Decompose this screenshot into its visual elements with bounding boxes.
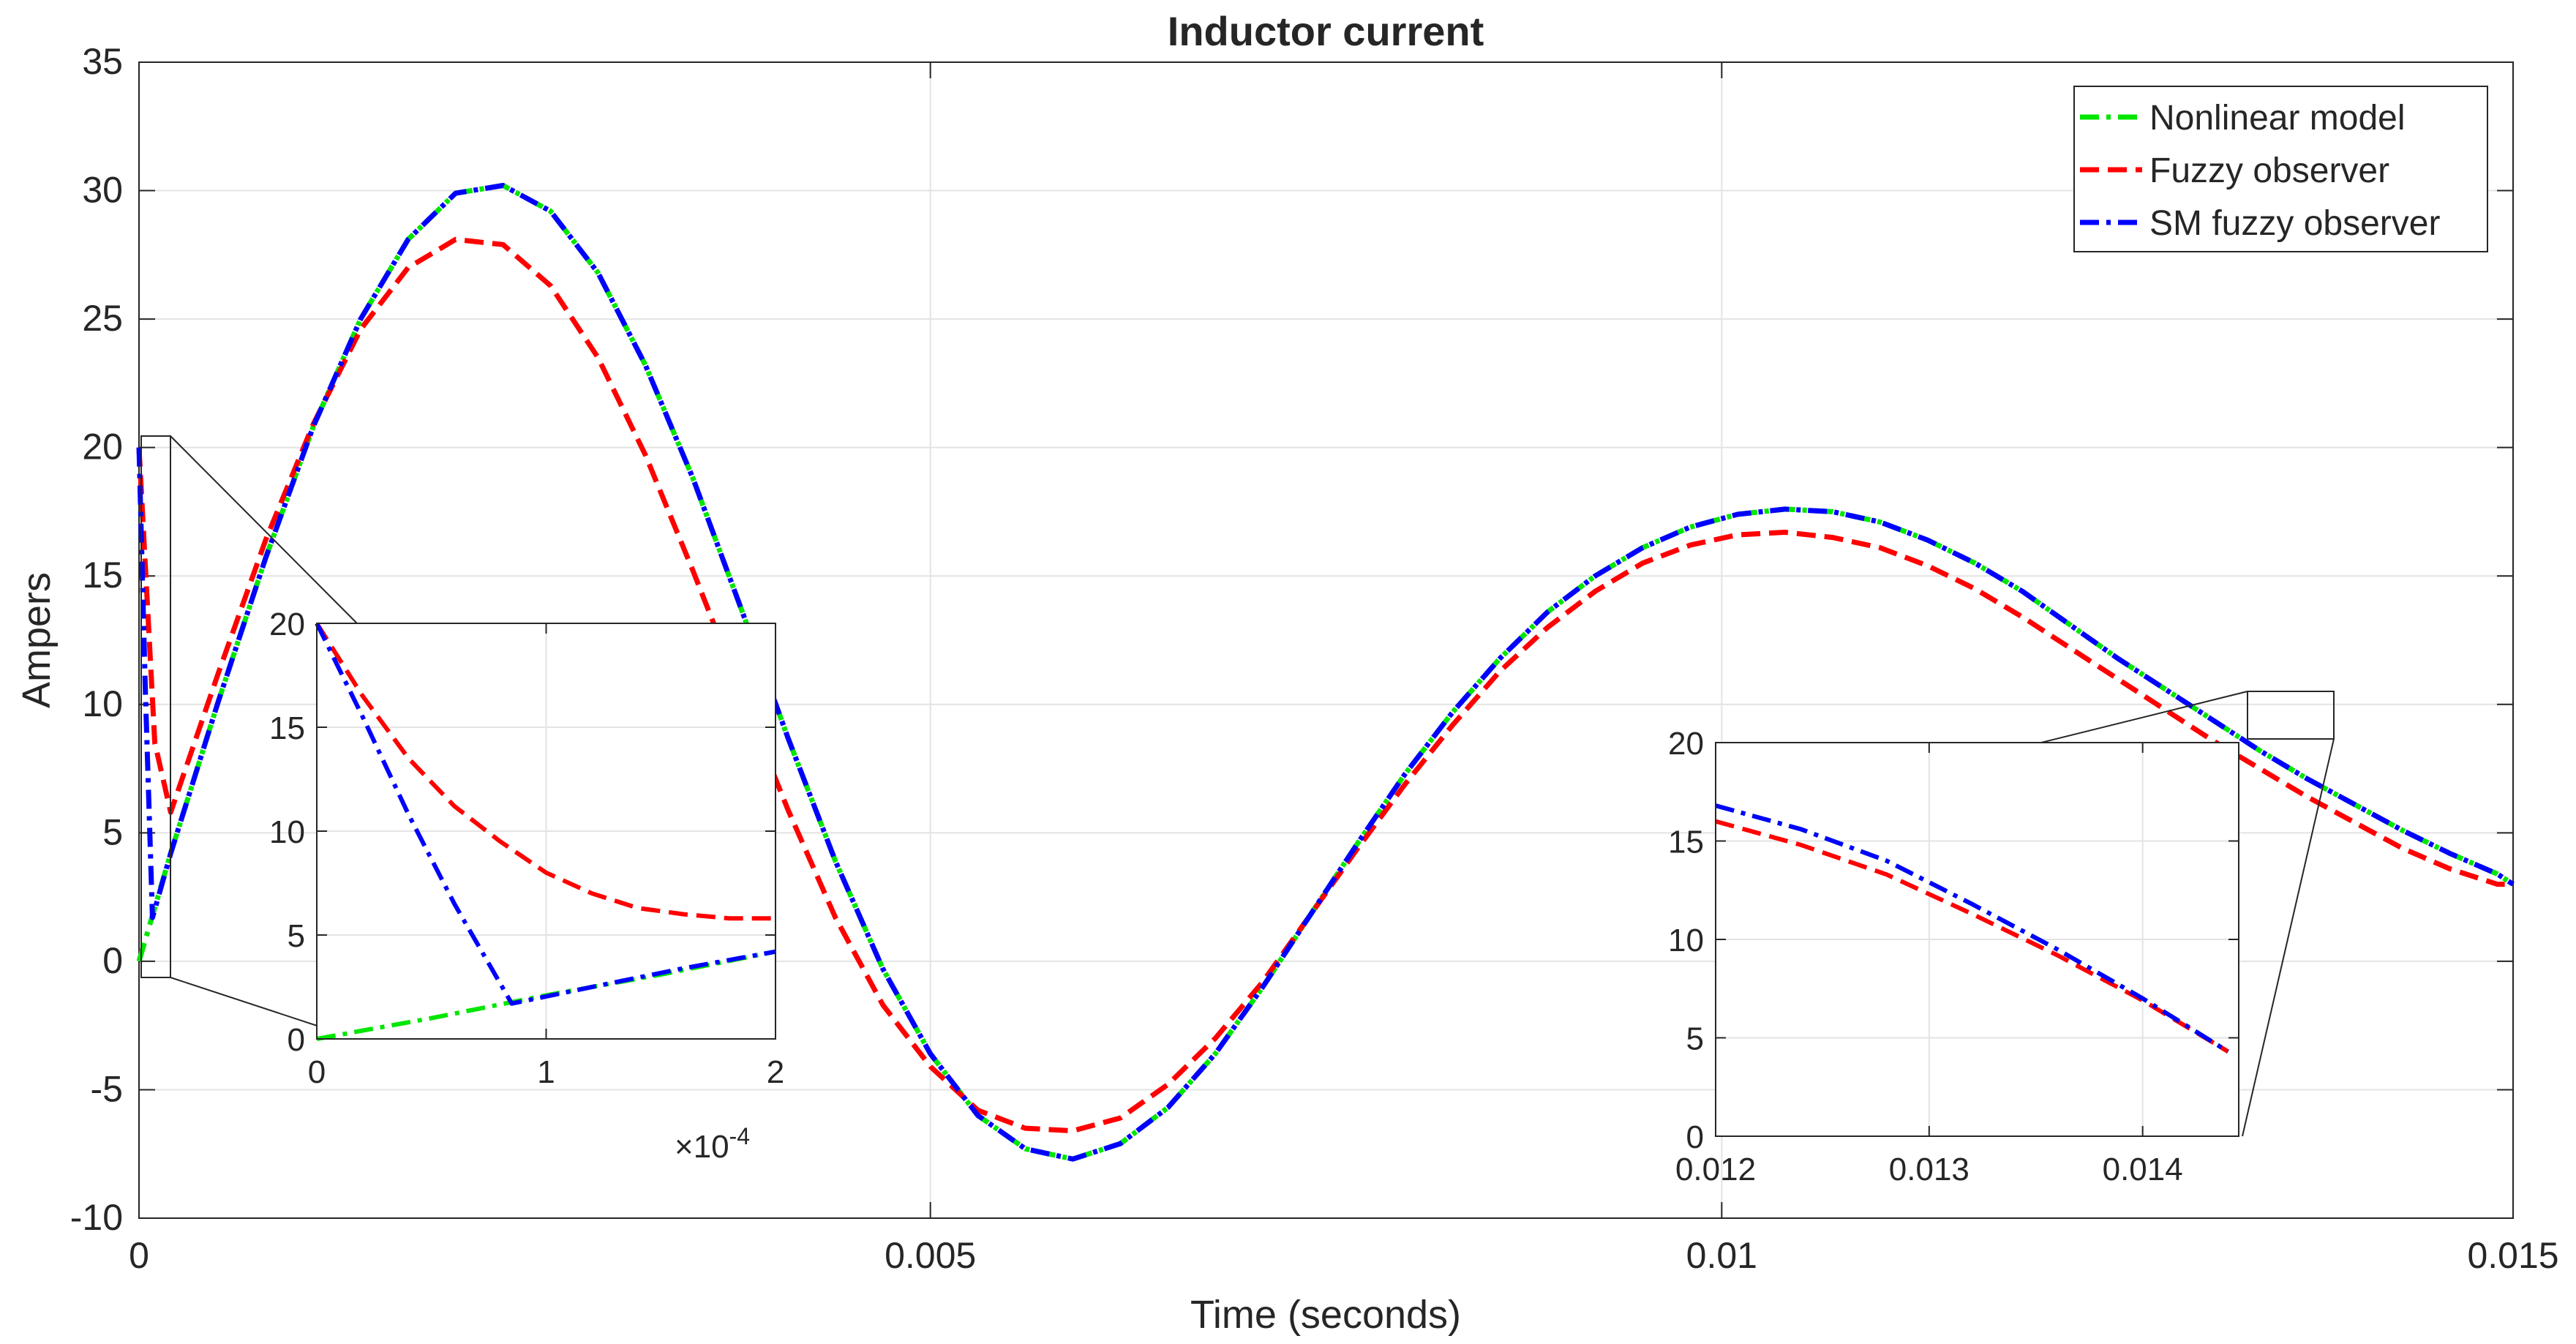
- inset-left-exponent-label: ×10-4: [675, 1123, 750, 1165]
- legend-label-sm-fuzzy-observer: SM fuzzy observer: [2149, 204, 2440, 243]
- series-line-sm-fuzzy-observer: [136, 183, 2515, 1162]
- connector-line: [170, 435, 358, 624]
- x-tick-label: 0.01: [1686, 1235, 1757, 1276]
- y-tick-label: 15: [82, 555, 123, 596]
- x-tick-label: 0: [129, 1235, 149, 1276]
- main-axes-box: [138, 61, 2514, 1219]
- inset-right-y-tick-label: 10: [1668, 923, 1704, 958]
- y-tick-label: 10: [82, 683, 123, 724]
- series-line-fuzzy-observer: [136, 236, 2513, 1134]
- inset-right-series-line-sm-fuzzy-observer: [1715, 803, 2229, 1054]
- y-tick-label: -5: [91, 1068, 123, 1109]
- connector-line: [2040, 691, 2248, 743]
- main-series: [136, 183, 2515, 1162]
- inset-right-x-tick-label: 0.013: [1889, 1152, 1969, 1187]
- inset-left-y-tick-label: 0: [288, 1022, 305, 1058]
- inset-right-y-tick-label: 5: [1686, 1021, 1704, 1057]
- x-tick-label: 0.005: [885, 1235, 976, 1276]
- inset-right-y-tick-label: 15: [1668, 825, 1704, 860]
- y-axis-label: Ampers: [15, 572, 59, 708]
- inset-left-series-line-fuzzy-observer: [315, 622, 776, 921]
- inset-right-y-tick-label: 0: [1686, 1119, 1704, 1155]
- inset-left-y-tick-label: 5: [288, 918, 305, 954]
- inset-right-y-tick-label: 20: [1668, 726, 1704, 762]
- y-tick-label: 5: [102, 811, 123, 852]
- inset-left-x-tick-label: 1: [537, 1054, 555, 1090]
- y-tick-label: 35: [82, 41, 123, 82]
- legend: Nonlinear model Fuzzy observer SM fuzzy …: [2073, 86, 2488, 252]
- inset-left-y-tick-label: 10: [269, 814, 305, 850]
- connector-line: [2242, 738, 2335, 1137]
- zoom-region-right: [2247, 691, 2335, 740]
- zoom-region-left: [140, 435, 171, 978]
- inset-left-y-tick-label: 15: [269, 710, 305, 746]
- y-tick-label: 0: [102, 940, 123, 981]
- inset-left-x-tick-label: 0: [308, 1054, 326, 1090]
- inset-left-series: [315, 622, 776, 1041]
- y-tick-label: 25: [82, 298, 123, 339]
- inset-right-ticks: 0.012 0.013 0.014 0 5 10 15 20: [1668, 726, 2239, 1187]
- legend-box: [2073, 86, 2488, 252]
- y-tick-label: 30: [82, 170, 123, 211]
- legend-label-fuzzy-observer: Fuzzy observer: [2149, 151, 2389, 190]
- y-tick-label: -10: [70, 1197, 123, 1238]
- inset-left-series-line-sm-fuzzy-observer: [315, 622, 776, 1006]
- chart-title: Inductor current: [1168, 8, 1484, 54]
- inset-right-x-tick-label: 0.014: [2103, 1152, 2183, 1187]
- inset-right: 0.012 0.013 0.014 0 5 10 15 20: [1668, 726, 2239, 1187]
- y-tick-label: 20: [82, 427, 123, 468]
- inset-right-series-line-fuzzy-observer: [1715, 819, 2229, 1054]
- legend-label-nonlinear-model: Nonlinear model: [2149, 99, 2406, 138]
- inset-left-y-tick-label: 20: [269, 607, 305, 642]
- x-axis-label: Time (seconds): [1190, 1293, 1461, 1337]
- inset-right-series: [1715, 803, 2229, 1054]
- inset-right-x-tick-label: 0.012: [1675, 1152, 1756, 1187]
- inset-left-x-tick-label: 2: [767, 1054, 784, 1090]
- x-tick-label: 0.015: [2467, 1235, 2558, 1276]
